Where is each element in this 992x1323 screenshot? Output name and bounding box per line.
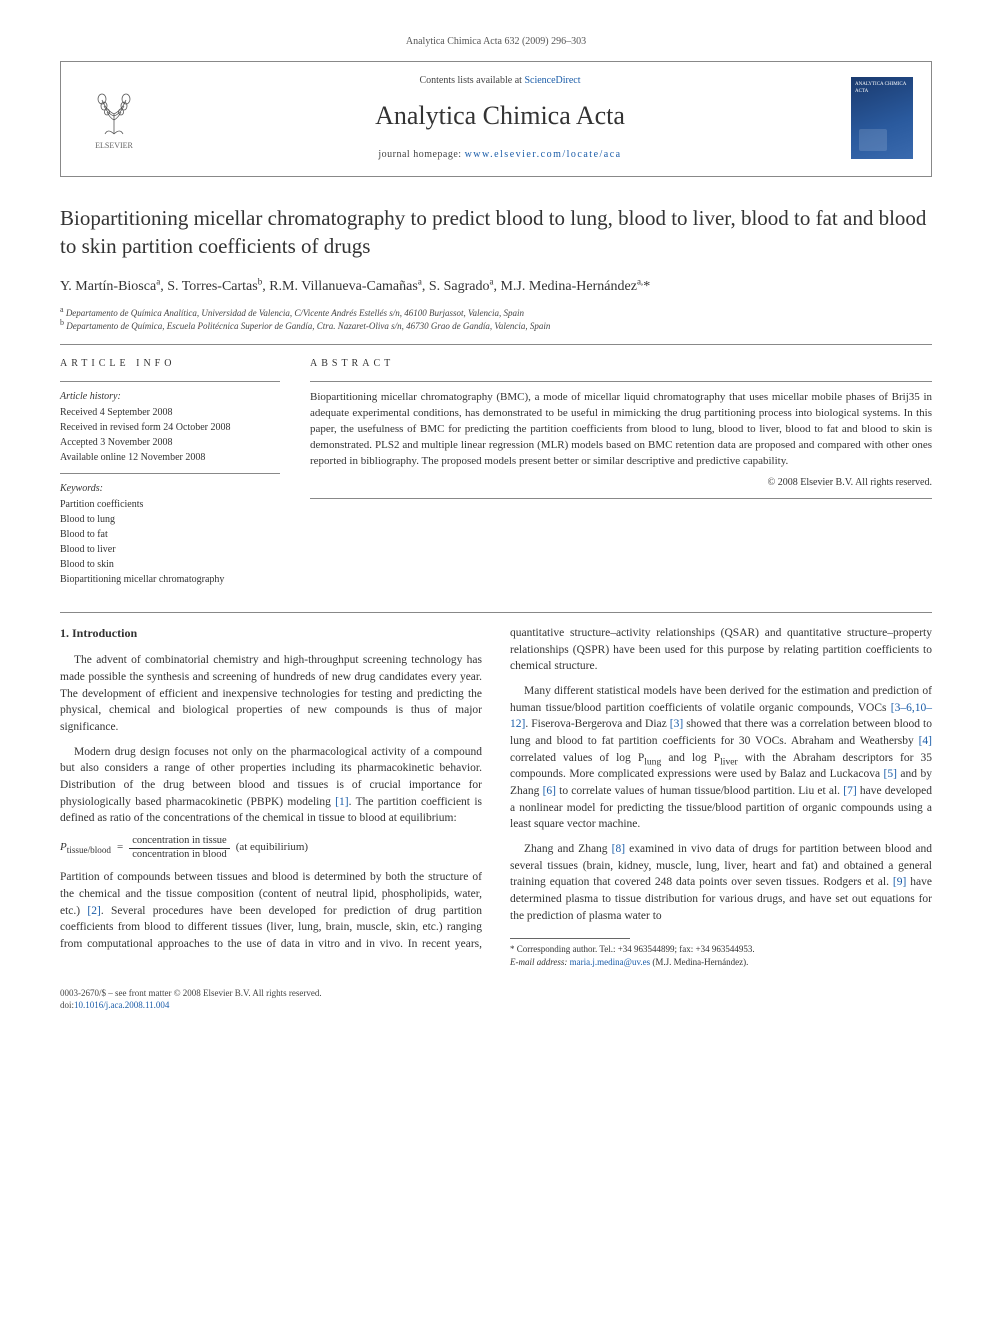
- section-divider: [60, 344, 932, 345]
- journal-homepage-link[interactable]: www.elsevier.com/locate/aca: [465, 149, 622, 160]
- running-header: Analytica Chimica Acta 632 (2009) 296–30…: [60, 35, 932, 49]
- equation-partition-coefficient: Ptissue/blood = concentration in tissue …: [60, 835, 482, 861]
- article-body: 1. Introduction The advent of combinator…: [60, 625, 932, 969]
- eq-denominator: concentration in blood: [129, 849, 229, 862]
- article-title: Biopartitioning micellar chromatography …: [60, 205, 932, 260]
- eq-equals: =: [117, 840, 123, 856]
- section-divider: [60, 612, 932, 613]
- abstract: ABSTRACT Biopartitioning micellar chroma…: [310, 357, 932, 588]
- abstract-divider: [310, 498, 932, 499]
- history-item: Received in revised form 24 October 2008: [60, 421, 280, 435]
- footnote-line: * Corresponding author. Tel.: +34 963544…: [510, 943, 932, 956]
- journal-masthead: ELSEVIER Contents lists available at Sci…: [60, 61, 932, 177]
- eq-numerator: concentration in tissue: [129, 835, 229, 849]
- footnote-label: E-mail address:: [510, 957, 570, 967]
- corresponding-email-link[interactable]: maria.j.medina@uv.es: [570, 957, 650, 967]
- affiliations: a Departamento de Química Analítica, Uni…: [60, 307, 932, 334]
- publisher-logo: ELSEVIER: [79, 86, 149, 151]
- keyword-item: Blood to liver: [60, 543, 280, 557]
- citation-link[interactable]: [2]: [87, 905, 100, 917]
- citation-link[interactable]: [6]: [543, 785, 556, 797]
- authors-line: Y. Martín-Bioscaa, S. Torres-Cartasb, R.…: [60, 276, 932, 297]
- doi-line: doi:10.1016/j.aca.2008.11.004: [60, 999, 932, 1012]
- paragraph-text: Zhang and Zhang: [524, 843, 612, 855]
- citation-link[interactable]: [9]: [893, 876, 906, 888]
- citation-link[interactable]: [5]: [884, 768, 897, 780]
- abstract-divider: [310, 381, 932, 382]
- keywords-label: Keywords:: [60, 482, 280, 496]
- footnote-line: E-mail address: maria.j.medina@uv.es (M.…: [510, 956, 932, 969]
- citation-link[interactable]: [7]: [843, 785, 856, 797]
- info-divider: [60, 473, 280, 474]
- contents-prefix: Contents lists available at: [419, 75, 524, 86]
- affiliation-line: a Departamento de Química Analítica, Uni…: [60, 307, 932, 321]
- info-divider: [60, 381, 280, 382]
- section-heading-introduction: 1. Introduction: [60, 625, 482, 642]
- doi-label: doi:: [60, 1000, 74, 1010]
- body-paragraph: Many different statistical models have b…: [510, 683, 932, 833]
- history-item: Available online 12 November 2008: [60, 451, 280, 465]
- cover-label: ANALYTICA CHIMICA ACTA: [855, 82, 906, 94]
- article-info: ARTICLE INFO Article history: Received 4…: [60, 357, 280, 588]
- publisher-name: ELSEVIER: [95, 140, 133, 151]
- abstract-heading: ABSTRACT: [310, 357, 932, 371]
- abstract-text: Biopartitioning micellar chromatography …: [310, 390, 932, 470]
- citation-link[interactable]: [4]: [919, 735, 932, 747]
- keyword-item: Blood to fat: [60, 528, 280, 542]
- footnote-tail: (M.J. Medina-Hernández).: [650, 957, 748, 967]
- corresponding-author-footnote: * Corresponding author. Tel.: +34 963544…: [510, 943, 932, 968]
- eq-fraction: concentration in tissue concentration in…: [129, 835, 229, 861]
- subscript: lung: [644, 756, 661, 767]
- keyword-item: Blood to skin: [60, 558, 280, 572]
- article-info-heading: ARTICLE INFO: [60, 357, 280, 371]
- body-paragraph: The advent of combinatorial chemistry an…: [60, 652, 482, 735]
- eq-tail: (at equibilirium): [236, 840, 308, 856]
- footnote-divider: [510, 938, 630, 939]
- history-item: Received 4 September 2008: [60, 406, 280, 420]
- subscript: liver: [720, 756, 738, 767]
- citation-link[interactable]: [1]: [335, 796, 348, 808]
- journal-cover-thumbnail: ANALYTICA CHIMICA ACTA: [851, 77, 913, 159]
- sciencedirect-link[interactable]: ScienceDirect: [524, 75, 580, 86]
- elsevier-tree-icon: [88, 86, 140, 138]
- paragraph-text: and log P: [661, 752, 720, 764]
- homepage-prefix: journal homepage:: [378, 149, 464, 160]
- info-abstract-row: ARTICLE INFO Article history: Received 4…: [60, 357, 932, 588]
- contents-available-line: Contents lists available at ScienceDirec…: [149, 74, 851, 88]
- citation-link[interactable]: [3]: [670, 718, 683, 730]
- body-paragraph: Modern drug design focuses not only on t…: [60, 744, 482, 827]
- citation-link[interactable]: [8]: [612, 843, 625, 855]
- body-paragraph: Zhang and Zhang [8] examined in vivo dat…: [510, 841, 932, 924]
- history-label: Article history:: [60, 390, 280, 404]
- paragraph-text: to correlate values of human tissue/bloo…: [556, 785, 843, 797]
- history-item: Accepted 3 November 2008: [60, 436, 280, 450]
- keyword-item: Biopartitioning micellar chromatography: [60, 573, 280, 587]
- journal-name: Analytica Chimica Acta: [149, 98, 851, 134]
- paragraph-text: Many different statistical models have b…: [510, 685, 932, 714]
- paragraph-text: correlated values of log P: [510, 752, 644, 764]
- masthead-center: Contents lists available at ScienceDirec…: [149, 74, 851, 162]
- paragraph-text: . Fiserova-Bergerova and Diaz: [525, 718, 669, 730]
- eq-lhs: Ptissue/blood: [60, 840, 111, 856]
- affiliation-line: b Departamento de Química, Escuela Polit…: [60, 320, 932, 334]
- doi-link[interactable]: 10.1016/j.aca.2008.11.004: [74, 1000, 169, 1010]
- issn-copyright: 0003-2670/$ – see front matter © 2008 El…: [60, 987, 932, 1000]
- keyword-item: Partition coefficients: [60, 498, 280, 512]
- journal-homepage-line: journal homepage: www.elsevier.com/locat…: [149, 148, 851, 162]
- abstract-copyright: © 2008 Elsevier B.V. All rights reserved…: [310, 476, 932, 490]
- keyword-item: Blood to lung: [60, 513, 280, 527]
- page-footer: 0003-2670/$ – see front matter © 2008 El…: [60, 987, 932, 1012]
